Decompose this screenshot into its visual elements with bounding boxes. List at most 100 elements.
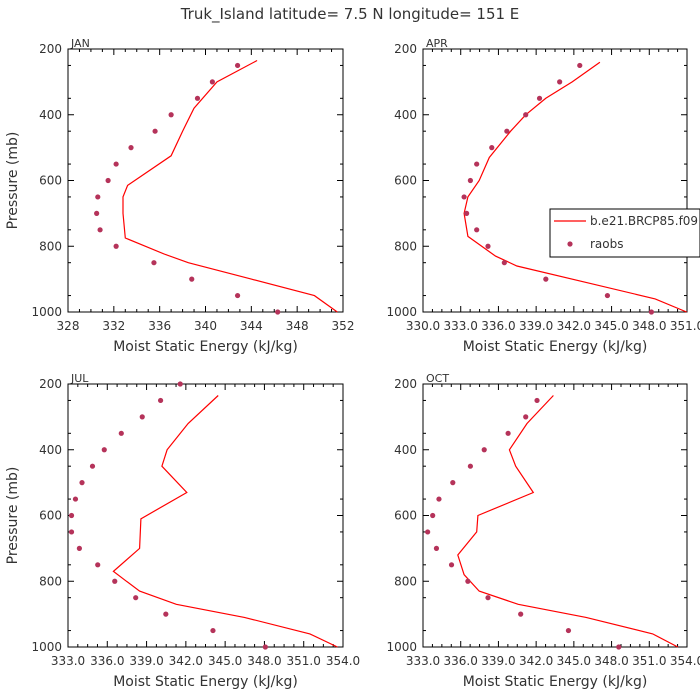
x-tick-label: 333.0 (444, 319, 478, 333)
raobs-point (448, 562, 455, 568)
raobs-point (557, 79, 563, 85)
y-tick-label: 400 (394, 108, 417, 122)
raobs-point (76, 545, 82, 551)
model-line (112, 395, 338, 648)
x-tick-label: 340 (194, 319, 217, 333)
x-tick-label: 342.0 (519, 654, 553, 668)
raobs-point (209, 79, 215, 85)
raobs-point (465, 578, 471, 584)
panel-label: JUL (70, 372, 89, 385)
legend-box (549, 208, 700, 258)
x-tick-label: 339.0 (129, 654, 163, 668)
y-tick-label: 200 (394, 42, 417, 56)
model-line (457, 395, 679, 648)
raobs-point (68, 529, 75, 535)
raobs-point (275, 309, 281, 315)
raobs-point (128, 145, 134, 151)
raobs-point (189, 276, 195, 282)
raobs-point (177, 381, 183, 387)
raobs-point (489, 145, 495, 151)
raobs-point (157, 397, 164, 404)
x-tick-label: 348.0 (247, 654, 281, 668)
y-tick-label: 200 (39, 42, 62, 56)
raobs-point (616, 644, 622, 650)
y-tick-label: 1000 (31, 305, 62, 319)
raobs-point (464, 210, 470, 216)
x-axis-title: Moist Static Energy (kJ/kg) (463, 339, 648, 355)
x-tick-label: 354.0 (326, 654, 360, 668)
y-tick-label: 800 (394, 239, 417, 253)
raobs-point (113, 161, 119, 167)
x-tick-label: 332 (102, 319, 125, 333)
y-tick-label: 1000 (31, 640, 62, 654)
x-tick-label: 345.0 (557, 654, 591, 668)
raobs-point (262, 644, 268, 650)
raobs-point (152, 128, 158, 134)
x-tick-label: 345.0 (594, 319, 628, 333)
raobs-point (151, 260, 157, 266)
x-tick-label: 345.0 (208, 654, 242, 668)
raobs-point (95, 194, 101, 200)
panel-jul: JUL 333.0 336.0 339.0 342.0 345.0 348.0 351.0 35… (5, 372, 360, 690)
raobs-point (536, 95, 543, 101)
raobs-point (501, 260, 507, 266)
x-tick-label: 354.0 (670, 654, 700, 668)
x-axis-title: Moist Static Energy (kJ/kg) (113, 674, 298, 690)
y-tick-label: 800 (39, 574, 62, 588)
x-tick-label: 339.0 (519, 319, 553, 333)
raobs-point (94, 210, 100, 216)
raobs-point (97, 227, 103, 233)
raobs-point (68, 512, 75, 519)
raobs-point (450, 480, 456, 486)
y-tick-label: 1000 (386, 640, 417, 654)
raobs-point (604, 292, 611, 299)
raobs-point (467, 463, 473, 469)
raobs-point (112, 578, 118, 584)
panel-label: JAN (70, 37, 90, 50)
x-tick-label: 339.0 (481, 654, 515, 668)
raobs-point (168, 112, 174, 118)
raobs-point (79, 480, 85, 486)
raobs-point (105, 177, 111, 184)
x-tick-label: 330.0 (406, 319, 440, 333)
raobs-point (474, 227, 480, 233)
raobs-point (133, 595, 139, 601)
panel-label: OCT (426, 372, 449, 385)
x-axis-title: Moist Static Energy (kJ/kg) (463, 674, 648, 690)
figure-title: Truk_Island latitude= 7.5 N longitude= 1… (180, 5, 520, 24)
panel-jan: JAN 328 332 336 340 344 348 352 200 400 600 800 1000… (5, 37, 354, 355)
panels: JAN 328 332 336 340 344 348 352 200 400 600 800 1000… (5, 37, 700, 690)
y-tick-label: 200 (394, 377, 417, 391)
raobs-point (648, 309, 655, 315)
panel-apr: APR 330.0 333.0 336.0 339.0 342.0 345.0 348.0 35… (386, 37, 700, 355)
raobs-point (433, 545, 440, 551)
y-tick-label: 800 (39, 239, 62, 253)
raobs-point (543, 276, 549, 282)
raobs-point (425, 529, 431, 535)
raobs-point (89, 463, 96, 469)
x-tick-label: 342.0 (557, 319, 591, 333)
raobs-point (163, 611, 169, 617)
x-tick-label: 351.0 (287, 654, 321, 668)
raobs-point (101, 447, 107, 453)
plot-frame (67, 383, 344, 648)
model-line (463, 61, 687, 313)
plot-frame (422, 383, 688, 648)
x-tick-label: 333.0 (51, 654, 85, 668)
raobs-point (194, 95, 201, 101)
raobs-point (113, 243, 119, 249)
y-tick-label: 600 (39, 509, 62, 523)
y-tick-label: 400 (394, 443, 417, 457)
raobs-point (577, 62, 583, 69)
raobs-point (430, 512, 436, 519)
raobs-point (565, 627, 572, 634)
y-tick-label: 400 (39, 443, 62, 457)
x-tick-label: 336.0 (90, 654, 124, 668)
x-tick-label: 344 (240, 319, 263, 333)
y-tick-label: 800 (394, 574, 417, 588)
x-tick-label: 348.0 (632, 319, 666, 333)
y-tick-label: 200 (39, 377, 62, 391)
legend-label: b.e21.BRCP85.f09 (590, 214, 698, 228)
raobs-point (518, 611, 524, 617)
